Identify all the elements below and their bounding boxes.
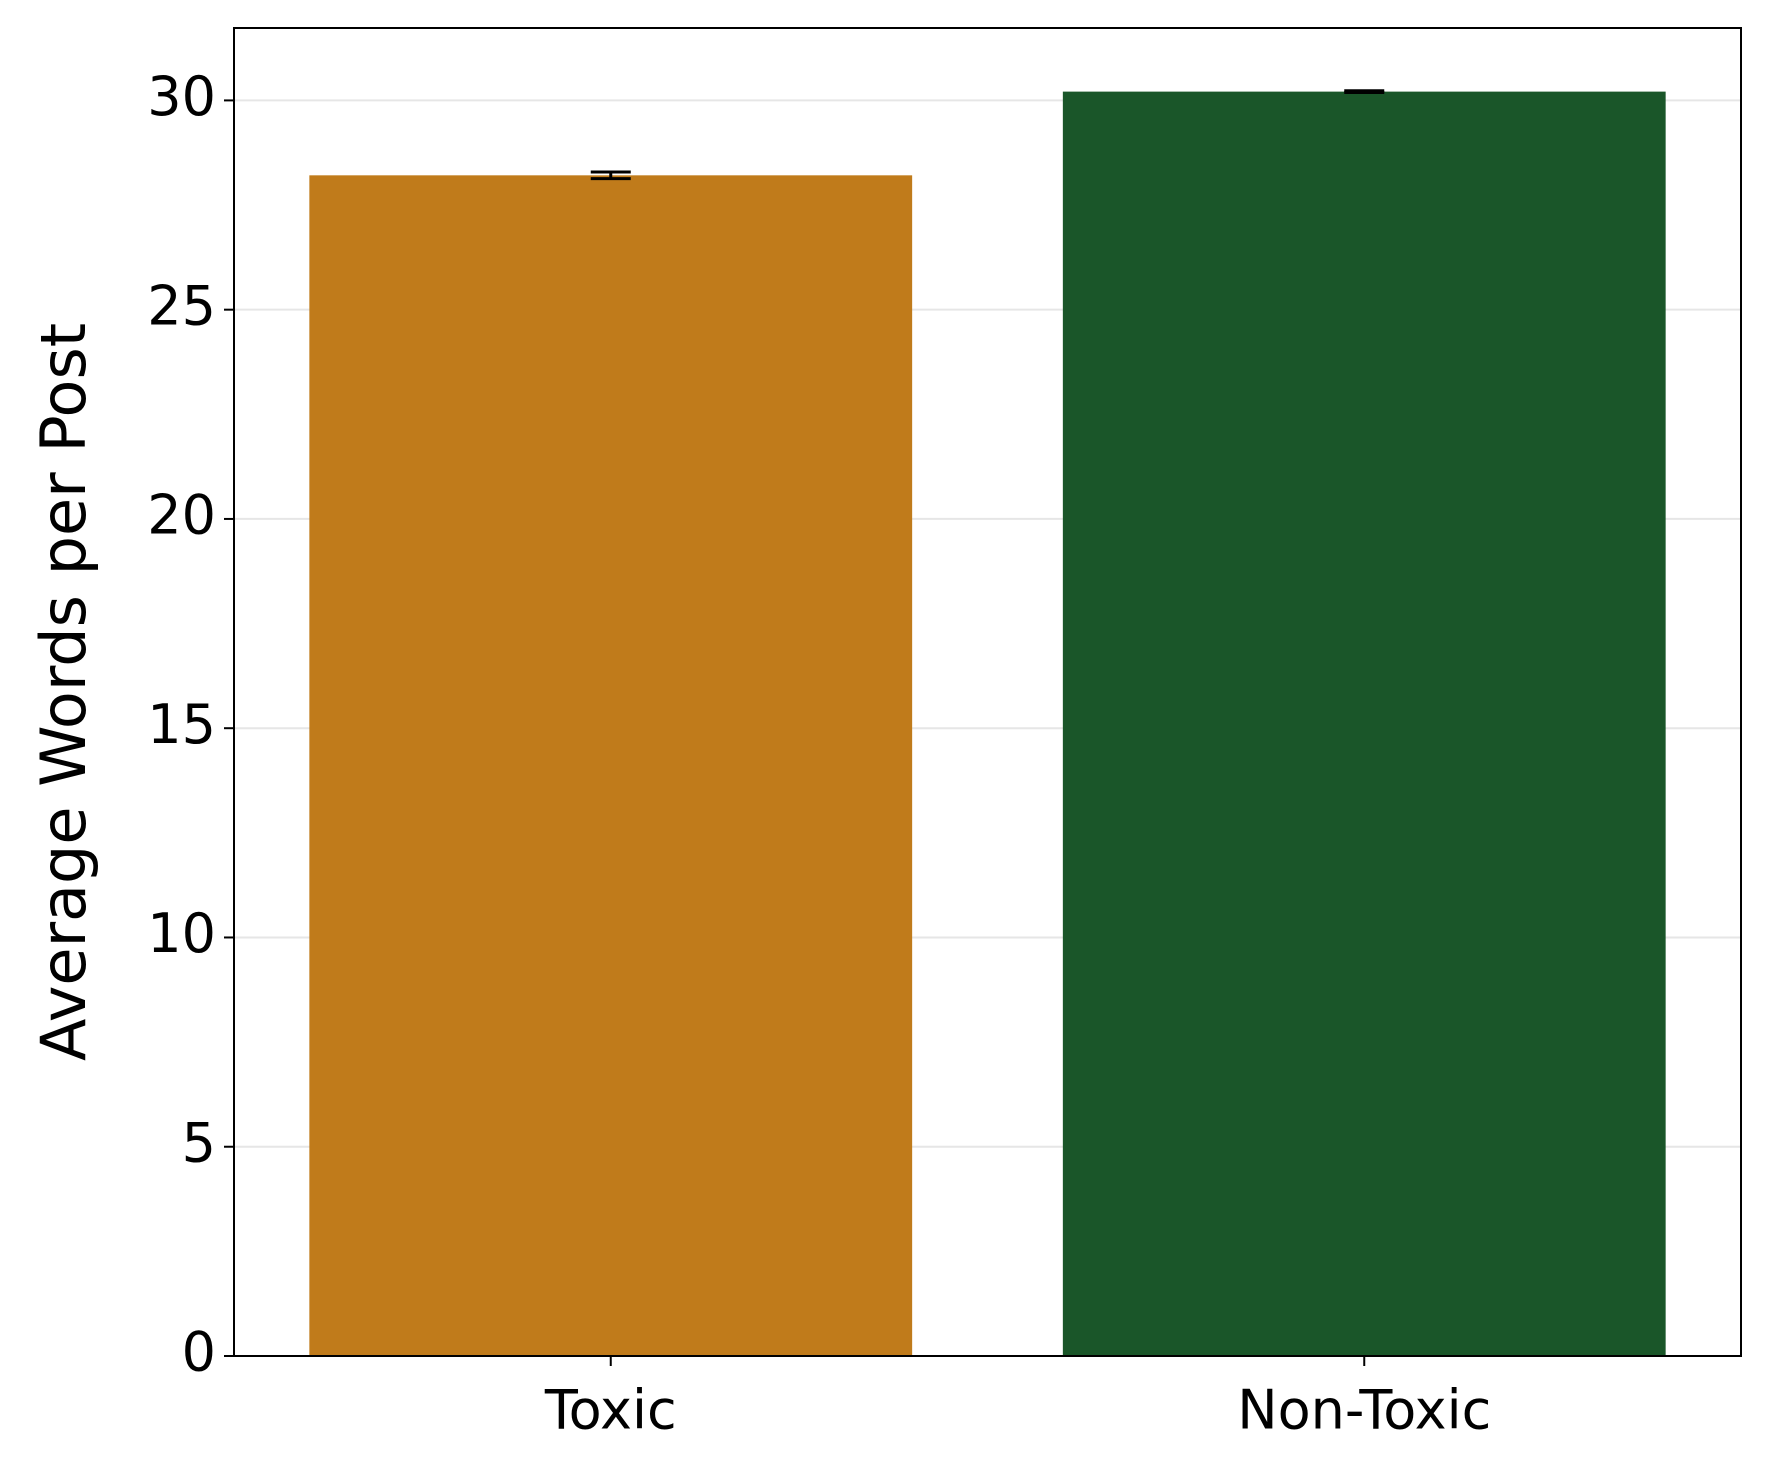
y-tick-label: 5 bbox=[182, 1111, 216, 1174]
y-axis-label: Average Words per Post bbox=[27, 323, 100, 1061]
bar bbox=[309, 175, 913, 1357]
y-tick-label: 0 bbox=[182, 1321, 216, 1384]
y-tick-label: 10 bbox=[147, 902, 216, 965]
axes-frame bbox=[233, 27, 1742, 1357]
y-tick-label: 15 bbox=[147, 693, 216, 756]
x-tick-label: Non-Toxic bbox=[1237, 1379, 1491, 1442]
x-tick-label: Toxic bbox=[544, 1379, 677, 1442]
y-tick-label: 20 bbox=[147, 484, 216, 547]
y-tick-label: 30 bbox=[147, 65, 216, 128]
bar bbox=[1062, 91, 1666, 1356]
y-tick-label: 25 bbox=[147, 274, 216, 337]
